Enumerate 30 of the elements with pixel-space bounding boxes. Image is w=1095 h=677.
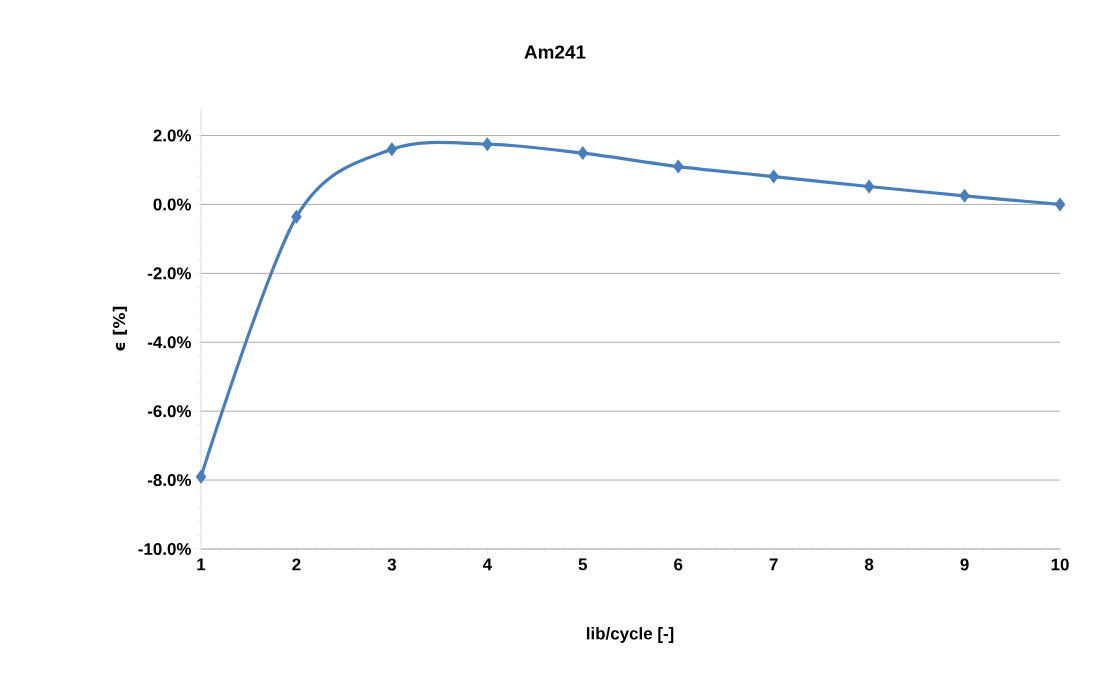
point	[768, 169, 779, 184]
point	[577, 146, 589, 161]
y-tick-label: -4.0%	[147, 336, 192, 349]
x-tick-label: 7	[769, 558, 778, 571]
point	[863, 179, 875, 194]
chart-title: Am241	[524, 45, 586, 59]
x-tick-label: 6	[674, 558, 683, 571]
x-tick-label: 4	[482, 558, 492, 571]
y-tick-label: -10.0%	[138, 542, 192, 555]
point	[291, 209, 302, 224]
point	[1054, 197, 1066, 212]
x-tick-label: 5	[578, 558, 588, 571]
y-tick-label: -2.0%	[147, 267, 192, 280]
y-tick-label: -6.0%	[147, 405, 192, 418]
point	[386, 142, 398, 157]
x-tick-label: 2	[292, 558, 301, 571]
x-tick-label: 8	[864, 558, 874, 571]
point	[959, 188, 970, 203]
point	[482, 137, 493, 152]
y-tick-label: -8.0%	[147, 474, 192, 487]
y-axis-title: ϵ [%]	[112, 306, 127, 351]
x-tick-label: 10	[1051, 558, 1069, 571]
point	[195, 469, 207, 484]
x-axis-title: lib/cycle [-]	[586, 627, 674, 643]
y-tick-label: 2.0%	[153, 129, 192, 142]
x-tick-label: 1	[197, 558, 206, 571]
y-tick-label: 0.0%	[153, 198, 192, 211]
point	[672, 159, 684, 174]
x-tick-label: 9	[960, 558, 969, 571]
x-tick-label: 3	[387, 558, 396, 571]
